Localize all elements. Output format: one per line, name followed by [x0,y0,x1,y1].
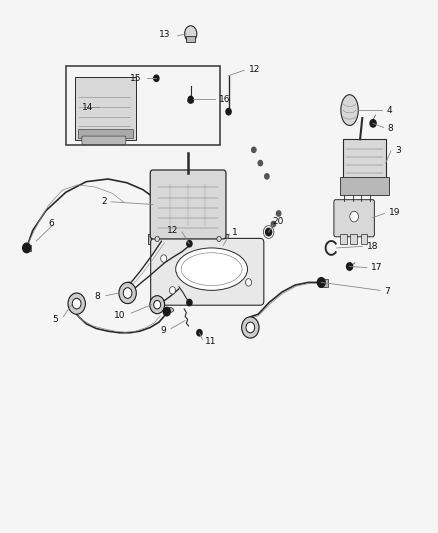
Text: 8: 8 [388,124,393,133]
Ellipse shape [341,95,358,125]
Text: 12: 12 [249,64,260,74]
Text: 6: 6 [48,219,54,228]
Text: 5: 5 [52,315,58,324]
Text: 17: 17 [371,263,383,272]
Text: 4: 4 [386,106,392,115]
Bar [361,233,367,244]
Ellipse shape [187,99,194,103]
Text: 3: 3 [395,147,401,156]
Circle shape [170,287,176,294]
Text: 11: 11 [205,337,216,346]
Text: 20: 20 [272,217,283,227]
Circle shape [246,279,252,286]
Circle shape [370,119,376,127]
Circle shape [23,243,31,253]
Text: 12: 12 [167,226,178,235]
Circle shape [226,109,231,115]
Circle shape [68,293,85,314]
Text: 7: 7 [385,287,390,296]
Circle shape [150,296,165,314]
Text: 18: 18 [367,242,378,251]
Text: 14: 14 [82,103,94,112]
Circle shape [163,308,170,316]
Bar [340,233,346,244]
Circle shape [217,236,221,241]
Circle shape [155,236,159,241]
Bar [78,128,133,138]
Ellipse shape [176,248,247,290]
Circle shape [72,298,81,309]
Text: 16: 16 [219,95,230,104]
FancyBboxPatch shape [151,238,264,305]
Circle shape [242,317,259,338]
Circle shape [252,147,256,152]
Polygon shape [74,77,136,140]
Bar [186,36,195,42]
Circle shape [265,228,272,236]
Circle shape [154,301,161,309]
Circle shape [346,263,353,270]
Circle shape [318,278,325,287]
Bar [319,279,328,287]
Circle shape [246,322,254,333]
Bar [148,234,228,244]
Bar [350,233,357,244]
Text: 13: 13 [159,30,170,39]
Circle shape [276,211,281,216]
Circle shape [123,288,132,298]
Circle shape [271,221,276,227]
Bar [343,139,386,179]
Circle shape [161,255,167,262]
Ellipse shape [164,308,174,313]
Bar [23,245,31,251]
Text: 8: 8 [95,292,101,301]
Circle shape [265,174,269,179]
Circle shape [154,75,159,82]
Text: 1: 1 [232,228,238,237]
Circle shape [258,160,262,166]
Text: 19: 19 [389,208,400,217]
Circle shape [119,282,136,304]
Bar [66,66,220,144]
Circle shape [187,300,192,306]
FancyBboxPatch shape [82,136,126,144]
FancyBboxPatch shape [150,170,226,239]
Circle shape [350,211,358,222]
Circle shape [188,96,193,103]
Circle shape [197,329,202,336]
FancyBboxPatch shape [334,200,374,237]
Text: 2: 2 [101,197,107,206]
Text: 9: 9 [160,326,166,335]
Ellipse shape [185,26,197,42]
Text: 15: 15 [130,74,141,83]
Text: 10: 10 [114,311,125,320]
Bar [339,177,389,195]
Circle shape [187,240,192,247]
